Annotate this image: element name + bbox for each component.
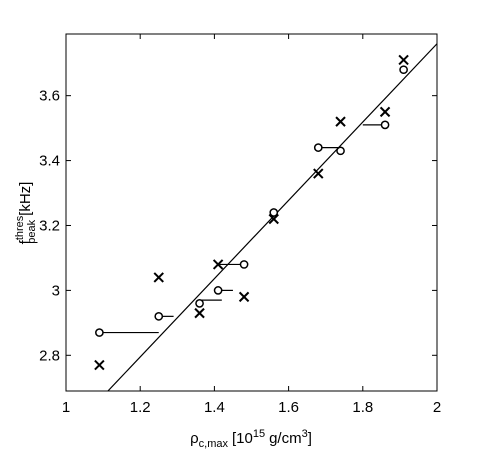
circle-marker xyxy=(95,328,104,337)
x-axis-label-sub: c,max xyxy=(199,438,229,450)
x-axis-label-exp: 15 xyxy=(253,428,265,440)
x-axis-label-unit-suffix: ] xyxy=(308,430,312,447)
x-axis-label-unit-prefix: [10 xyxy=(232,430,253,447)
x-marker-stroke xyxy=(153,272,164,283)
x-marker-stroke xyxy=(268,213,279,225)
x-marker-stroke xyxy=(379,106,391,118)
x-axis-label-unit-exp: 3 xyxy=(302,428,308,440)
x-marker xyxy=(379,106,391,118)
y-axis-label: fthrespeak [kHz] xyxy=(14,182,38,245)
x-marker xyxy=(153,272,164,283)
x-marker-stroke xyxy=(94,359,105,371)
x-axis: 1 1.2 1.4 1.6 1.8 2 xyxy=(62,34,441,416)
x-tick-label: 1.6 xyxy=(278,399,299,416)
plot-background xyxy=(66,34,437,391)
x-marker-stroke xyxy=(335,116,346,127)
y-axis-label-unit: [kHz] xyxy=(17,182,34,216)
marker-layer xyxy=(94,54,409,371)
circle-marker xyxy=(380,120,390,130)
x-marker xyxy=(398,54,409,66)
y-tick-label: 2.8 xyxy=(39,347,60,364)
x-marker xyxy=(194,307,205,319)
x-marker-stroke xyxy=(238,291,250,303)
x-axis-label-unit-mid: g/cm xyxy=(269,430,302,447)
x-marker xyxy=(238,291,250,303)
y-axis-label-base: f xyxy=(17,239,34,244)
x-axis-label: ρc,max [1015 g/cm3] xyxy=(190,428,312,450)
circle-marker xyxy=(213,286,223,295)
circle-marker xyxy=(239,260,249,269)
x-marker xyxy=(268,213,279,225)
y-tick-label: 3.2 xyxy=(39,217,60,234)
x-marker-stroke xyxy=(398,54,409,66)
x-marker xyxy=(94,359,105,371)
x-marker-stroke xyxy=(194,307,205,319)
x-marker xyxy=(313,168,324,179)
y-axis-label-sup: thres xyxy=(14,215,26,240)
plot-frame xyxy=(65,33,438,392)
y-axis-label-group: fthrespeak [kHz] xyxy=(14,182,38,245)
y-tick-label: 3.4 xyxy=(39,153,60,170)
y-axis: 2.8 3 3.2 3.4 3.6 xyxy=(39,88,437,364)
x-marker-stroke xyxy=(212,259,224,270)
y-tick-label: 3.6 xyxy=(39,88,60,105)
circle-marker xyxy=(154,312,164,321)
circle-marker xyxy=(269,208,279,217)
x-tick-label: 1 xyxy=(62,399,70,416)
x-axis-label-base: ρ xyxy=(190,430,199,447)
y-axis-label-sub: peak xyxy=(26,219,38,243)
x-marker xyxy=(212,259,224,270)
y-tick-label: 3 xyxy=(52,282,60,299)
circle-marker xyxy=(399,65,408,75)
circle-marker xyxy=(336,146,345,156)
x-marker-stroke xyxy=(313,168,324,179)
x-tick-label: 2 xyxy=(433,399,441,416)
circle-marker xyxy=(195,299,204,308)
x-tick-label: 1.8 xyxy=(352,399,373,416)
circle-marker xyxy=(313,143,323,152)
x-marker xyxy=(335,116,346,127)
x-tick-label: 1.2 xyxy=(130,399,151,416)
x-tick-label: 1.4 xyxy=(204,399,225,416)
